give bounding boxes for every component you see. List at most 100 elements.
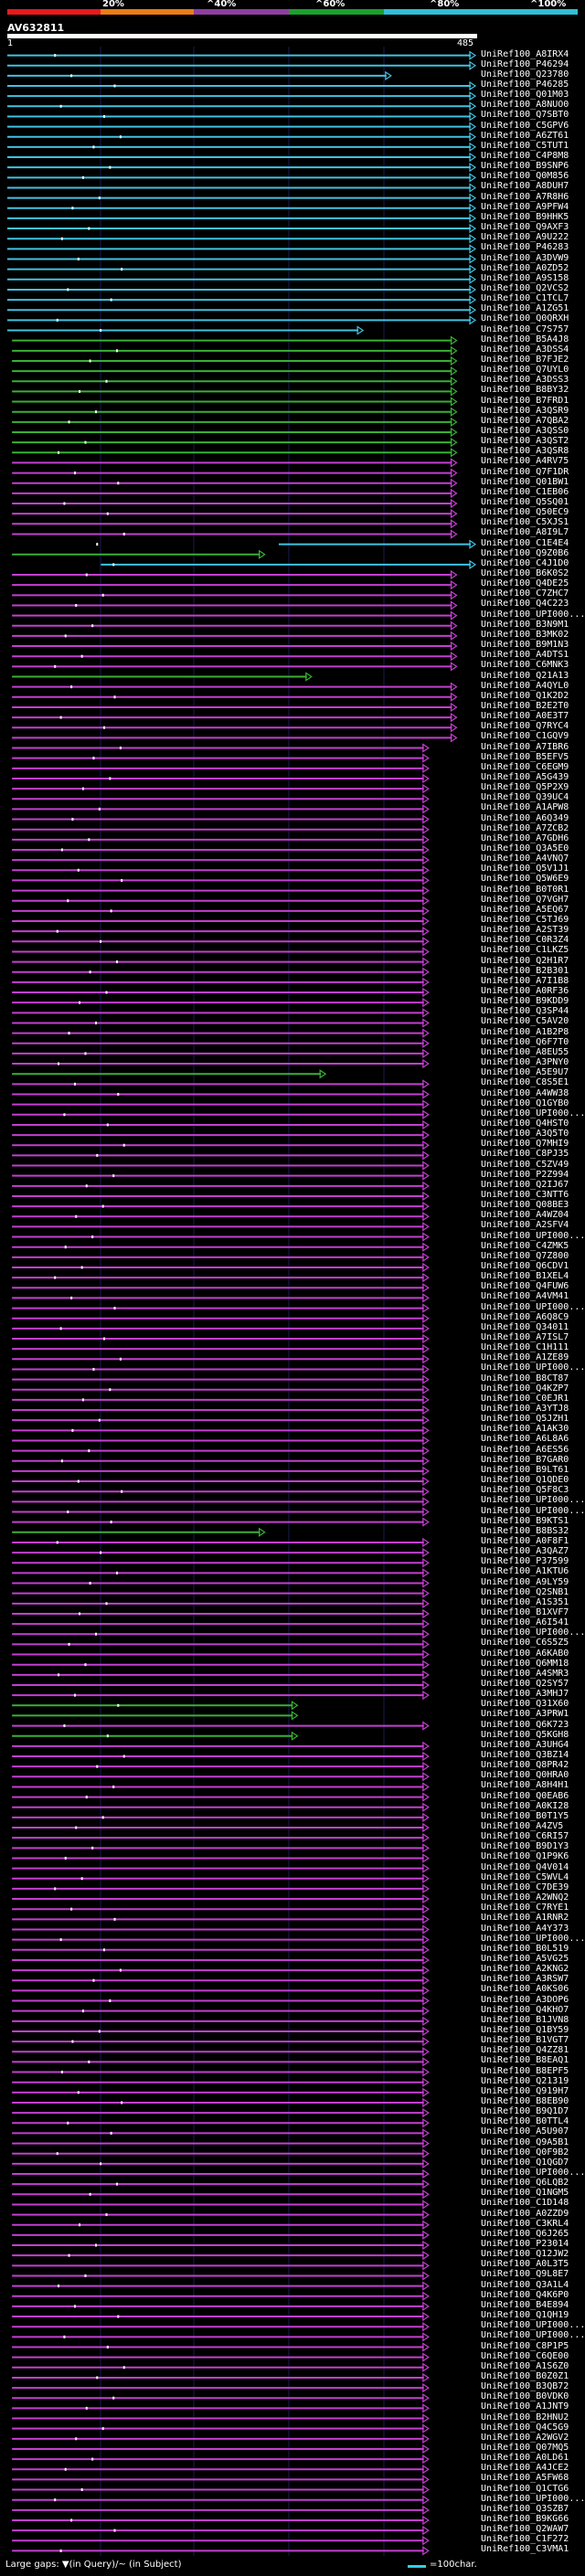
hit-label-link[interactable]: UniRef100_Q1QGD7: [481, 2157, 569, 2168]
hit-label-link[interactable]: UniRef100_P46294: [481, 58, 569, 69]
hit-bar[interactable]: [7, 142, 477, 153]
hit-bar[interactable]: [12, 783, 430, 794]
hit-label-link[interactable]: UniRef100_C1E4E4: [481, 537, 569, 548]
hit-bar[interactable]: [7, 122, 477, 132]
hit-label-link[interactable]: UniRef100_B7FJE2: [481, 354, 569, 365]
hit-label-link[interactable]: UniRef100_B9HHK5: [481, 211, 569, 222]
hit-label-link[interactable]: UniRef100_B0VDK0: [481, 2391, 569, 2402]
hit-bar[interactable]: [12, 1741, 430, 1751]
hit-label-link[interactable]: UniRef100_A3UHG4: [481, 1739, 569, 1750]
hit-bar[interactable]: [12, 1384, 430, 1394]
hit-bar[interactable]: [12, 1303, 430, 1313]
hit-bar[interactable]: [12, 753, 430, 763]
hit-bar[interactable]: [12, 1507, 430, 1517]
hit-label-link[interactable]: UniRef100_Q2WAW7: [481, 2524, 569, 2535]
hit-label-link[interactable]: UniRef100_B1XEL4: [481, 1271, 569, 1282]
hit-bar[interactable]: [12, 2016, 430, 2026]
hit-bar[interactable]: [7, 50, 477, 60]
hit-bar[interactable]: [12, 2230, 430, 2241]
hit-label-link[interactable]: UniRef100_B0Z0Z1: [481, 2370, 569, 2381]
hit-bar[interactable]: [12, 2311, 430, 2322]
hit-bar[interactable]: [12, 376, 458, 387]
hit-label-link[interactable]: UniRef100_A2WNQ2: [481, 1892, 569, 1903]
hit-bar[interactable]: [12, 1721, 430, 1731]
hit-bar[interactable]: [12, 1893, 430, 1904]
hit-bar[interactable]: [12, 1680, 430, 1691]
hit-label-link[interactable]: UniRef100_B8EB90: [481, 2095, 569, 2106]
hit-bar[interactable]: [12, 1323, 430, 1333]
hit-bar[interactable]: [12, 417, 458, 427]
hit-bar[interactable]: [7, 294, 477, 305]
hit-bar[interactable]: [12, 1119, 430, 1130]
hit-label-link[interactable]: UniRef100_C4J1D0: [481, 557, 569, 568]
hit-bar[interactable]: [7, 193, 477, 203]
hit-bar[interactable]: [12, 2475, 430, 2485]
hit-label-link[interactable]: UniRef100_Q4KZP7: [481, 1383, 569, 1394]
hit-bar[interactable]: [12, 1252, 430, 1262]
hit-label-link[interactable]: UniRef100_A2KNG2: [481, 1964, 569, 1975]
hit-bar[interactable]: [12, 1140, 430, 1150]
hit-label-link[interactable]: UniRef100_C6S5Z5: [481, 1638, 569, 1648]
hit-bar[interactable]: [12, 2189, 430, 2200]
hit-bar[interactable]: [7, 173, 477, 183]
hit-bar[interactable]: [12, 1731, 299, 1741]
hit-bar[interactable]: [12, 427, 458, 438]
hit-label-link[interactable]: UniRef100_A1KTU6: [481, 1566, 569, 1577]
hit-label-link[interactable]: UniRef100_C1F272: [481, 2534, 569, 2545]
hit-bar[interactable]: [12, 1344, 430, 1354]
hit-label-link[interactable]: UniRef100_Q4KHO7: [481, 2004, 569, 2015]
hit-bar[interactable]: [12, 1089, 430, 1099]
hit-label-link[interactable]: UniRef100_A2ST39: [481, 925, 569, 936]
hit-label-link[interactable]: UniRef100_B9D1Y3: [481, 1841, 569, 1852]
hit-bar[interactable]: [7, 80, 477, 91]
hit-label-link[interactable]: UniRef100_C1GQV9: [481, 731, 569, 742]
hit-bar[interactable]: [12, 1955, 430, 1966]
hit-label-link[interactable]: UniRef100_Q919H7: [481, 2085, 569, 2096]
hit-label-link[interactable]: UniRef100_A4VM41: [481, 1291, 569, 1302]
hit-label-link[interactable]: UniRef100_Q1GYB0: [481, 1097, 569, 1108]
hit-label-link[interactable]: UniRef100_Q4DE25: [481, 578, 569, 589]
hit-label-link[interactable]: UniRef100_Q6MM18: [481, 1658, 569, 1669]
hit-bar[interactable]: [12, 824, 430, 834]
hit-label-link[interactable]: UniRef100_A4SMR3: [481, 1668, 569, 1679]
hit-label-link[interactable]: UniRef100_Q6K723: [481, 1719, 569, 1730]
hit-bar[interactable]: [12, 498, 458, 509]
hit-label-link[interactable]: UniRef100_B9M1N3: [481, 640, 569, 651]
hit-bar[interactable]: [12, 1843, 430, 1853]
hit-bar[interactable]: [12, 1976, 430, 1986]
hit-label-link[interactable]: UniRef100_Q1K2D2: [481, 690, 569, 701]
hit-label-link[interactable]: UniRef100_A9S158: [481, 272, 569, 283]
hit-label-link[interactable]: UniRef100_C6RI57: [481, 1831, 569, 1842]
hit-label-link[interactable]: UniRef100_Q6CDV1: [481, 1260, 569, 1271]
hit-bar[interactable]: [12, 2026, 430, 2037]
hit-label-link[interactable]: UniRef100_C6MNK3: [481, 660, 569, 671]
hit-bar[interactable]: [12, 2291, 430, 2301]
hit-label-link[interactable]: UniRef100_Q2VCS2: [481, 282, 569, 293]
hit-label-link[interactable]: UniRef100_B9SNP6: [481, 161, 569, 172]
hit-label-link[interactable]: UniRef100_A8NUO0: [481, 100, 569, 111]
hit-label-link[interactable]: UniRef100_A3RSW7: [481, 1974, 569, 1985]
hit-label-link[interactable]: UniRef100_C7RYE1: [481, 1903, 569, 1913]
hit-label-link[interactable]: UniRef100_Q4C5G9: [481, 2422, 569, 2433]
hit-bar[interactable]: [12, 569, 458, 580]
hit-label-link[interactable]: UniRef100_UPI000...: [481, 2330, 585, 2341]
hit-bar[interactable]: [12, 672, 313, 682]
hit-bar[interactable]: [12, 580, 458, 590]
hit-bar[interactable]: [12, 1935, 430, 1945]
hit-label-link[interactable]: UniRef100_C5TJ69: [481, 915, 569, 925]
hit-label-link[interactable]: UniRef100_P37599: [481, 1556, 569, 1567]
hit-bar[interactable]: [12, 712, 458, 723]
hit-bar[interactable]: [12, 2200, 430, 2210]
hit-bar[interactable]: [12, 2322, 430, 2332]
hit-bar[interactable]: [12, 875, 430, 885]
hit-label-link[interactable]: UniRef100_A4WW38: [481, 1087, 569, 1098]
hit-label-link[interactable]: UniRef100_Q9Z0B6: [481, 547, 569, 558]
hit-label-link[interactable]: UniRef100_Q5F8C3: [481, 1485, 569, 1496]
hit-bar[interactable]: [12, 1924, 430, 1935]
hit-bar[interactable]: [12, 1986, 430, 1996]
hit-bar[interactable]: [12, 1833, 430, 1843]
hit-label-link[interactable]: UniRef100_A4Y373: [481, 1923, 569, 1934]
hit-label-link[interactable]: UniRef100_C1EB06: [481, 486, 569, 497]
hit-bar[interactable]: [12, 1293, 430, 1303]
hit-label-link[interactable]: UniRef100_UPI000...: [481, 1495, 585, 1506]
